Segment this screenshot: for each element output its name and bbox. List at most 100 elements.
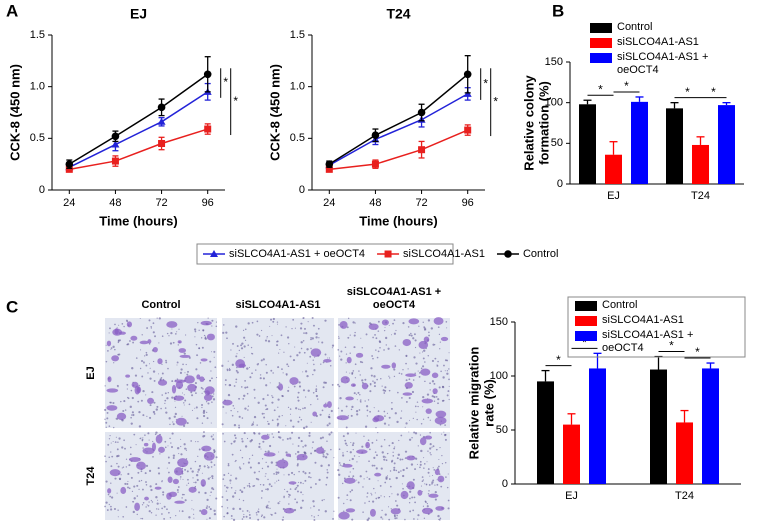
micrograph-speck xyxy=(282,372,284,374)
legend-label: siSLCO4A1-AS1 + oeOCT4 xyxy=(617,51,709,76)
micrograph-speck xyxy=(314,483,317,485)
micrograph-speck xyxy=(215,456,218,459)
micrograph-speck xyxy=(248,485,251,488)
micrograph-speck xyxy=(431,474,434,477)
micrograph-speck xyxy=(117,465,120,468)
micrograph-speck xyxy=(448,398,450,401)
micrograph-cell xyxy=(188,486,197,493)
micrograph-speck xyxy=(328,413,330,415)
micrograph-speck xyxy=(181,392,184,394)
micrograph-speck xyxy=(253,471,256,474)
micrograph-speck xyxy=(165,359,167,362)
micrograph-speck xyxy=(161,480,163,483)
micrograph-speck xyxy=(340,350,343,353)
micrograph-speck xyxy=(310,476,312,479)
micrograph-speck xyxy=(345,371,347,373)
micrograph-speck xyxy=(151,501,154,503)
micrograph-speck xyxy=(337,496,340,499)
micrograph-speck xyxy=(325,402,327,405)
x-tick-label: 48 xyxy=(109,197,121,209)
micrograph-speck xyxy=(331,347,333,349)
micrograph-speck xyxy=(278,451,280,453)
micrograph-speck xyxy=(393,447,396,450)
micrograph-speck xyxy=(440,370,442,373)
micrograph-speck xyxy=(146,415,148,417)
micrograph-speck xyxy=(391,402,393,404)
micrograph-cell xyxy=(296,453,308,461)
column-label: Control xyxy=(141,299,181,311)
micrograph-speck xyxy=(196,417,199,420)
micrograph-speck xyxy=(285,326,287,328)
error-bar xyxy=(680,409,689,423)
micrograph-cell xyxy=(406,481,415,490)
micrograph-cell xyxy=(402,392,413,396)
error-bar xyxy=(635,96,644,102)
micrograph-speck xyxy=(364,400,366,402)
micrograph-cell xyxy=(420,368,431,376)
micrograph-speck xyxy=(288,496,290,498)
micrograph-speck xyxy=(251,454,254,457)
micrograph-speck xyxy=(256,333,259,336)
micrograph-speck xyxy=(361,379,364,382)
micrograph-speck xyxy=(354,322,356,324)
micrograph-speck xyxy=(117,516,119,518)
micrograph-speck xyxy=(447,507,450,510)
micrograph-speck xyxy=(265,364,267,366)
micrograph-speck xyxy=(183,494,185,496)
micrograph-speck xyxy=(346,494,349,497)
micrograph-speck xyxy=(266,504,269,507)
micrograph-speck xyxy=(207,402,210,405)
micrograph-cell xyxy=(111,355,120,362)
micrograph-speck xyxy=(196,354,199,357)
micrograph-speck xyxy=(167,392,169,394)
micrograph-speck xyxy=(297,481,299,483)
micrograph-speck xyxy=(366,496,368,498)
micrograph-speck xyxy=(401,396,403,399)
micrograph-speck xyxy=(244,445,248,448)
micrograph-speck xyxy=(236,345,239,348)
micrograph-speck xyxy=(159,502,161,504)
micrograph-speck xyxy=(307,321,309,323)
micrograph-speck xyxy=(352,467,355,470)
micrograph-speck xyxy=(145,364,148,367)
micrograph-speck xyxy=(382,518,384,520)
micrograph-speck xyxy=(180,445,182,448)
micrograph-speck xyxy=(371,494,373,496)
micrograph-speck xyxy=(422,357,425,360)
micrograph-cell xyxy=(368,323,379,331)
micrograph-speck xyxy=(270,318,273,321)
micrograph-speck xyxy=(124,482,127,485)
micrograph-speck xyxy=(347,336,350,339)
micrograph-speck xyxy=(118,437,121,440)
micrograph-speck xyxy=(375,467,378,470)
micrograph-speck xyxy=(345,405,348,408)
micrograph-speck xyxy=(429,382,431,385)
micrograph-speck xyxy=(266,394,269,396)
micrograph-speck xyxy=(126,388,128,390)
micrograph-cell xyxy=(136,461,146,470)
micrograph-speck xyxy=(411,437,413,439)
y-tick-label: 0 xyxy=(557,178,563,190)
micrograph-speck xyxy=(317,514,319,517)
micrograph-cell xyxy=(106,388,119,393)
micrograph-speck xyxy=(252,421,255,423)
micrograph-speck xyxy=(247,322,250,325)
micrograph-speck xyxy=(145,351,148,354)
micrograph-speck xyxy=(208,517,211,520)
micrograph-speck xyxy=(437,326,440,329)
micrograph-speck xyxy=(300,439,303,443)
micrograph-speck xyxy=(104,505,106,508)
micrograph-speck xyxy=(413,333,416,336)
micrograph-speck xyxy=(402,468,405,472)
micrograph-speck xyxy=(241,417,244,419)
micrograph-cell xyxy=(199,376,205,382)
micrograph-speck xyxy=(407,368,409,370)
micrograph-speck xyxy=(289,437,292,440)
error-bar xyxy=(609,141,618,155)
micrograph-speck xyxy=(222,324,225,326)
micrograph-speck xyxy=(194,481,197,484)
micrograph-speck xyxy=(367,439,370,442)
micrograph-cell xyxy=(200,320,212,326)
micrograph-cell xyxy=(172,478,179,485)
micrograph-speck xyxy=(404,518,406,521)
